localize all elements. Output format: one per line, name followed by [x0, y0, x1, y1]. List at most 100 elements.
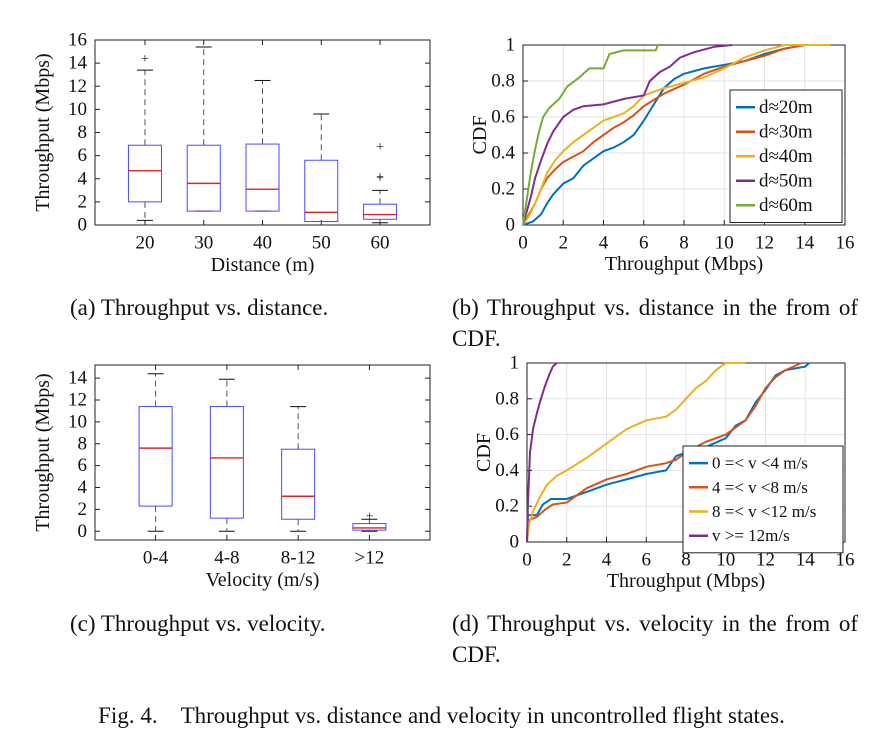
y-tick-label-c: 4: [78, 477, 88, 498]
y-tick-label-c: 2: [78, 499, 88, 520]
y-tick-label-d: 1: [510, 353, 520, 374]
legend-label-d-1: 4 =< v <8 m/s: [712, 478, 808, 497]
y-tick-label-a: 6: [78, 145, 88, 166]
x-tick-label-c: 4-8: [214, 548, 239, 569]
x-tick-label-c: 8-12: [281, 548, 316, 569]
box-a: [186, 144, 221, 212]
x-tick-label-b: 14: [795, 233, 815, 254]
x-tick-label-d: 8: [681, 550, 691, 571]
y-tick-label-a: 16: [68, 30, 87, 51]
subcaption-b: (b) Throughput vs. distance in the from …: [452, 295, 858, 351]
y-tick-label-a: 2: [78, 191, 88, 212]
x-tick-label-d: 16: [836, 550, 855, 571]
y-tick-label-d: 0.2: [495, 496, 519, 517]
box-a: [245, 143, 280, 212]
series-line-b-2: [522, 44, 831, 226]
x-axis-label-d: Throughput (Mbps): [607, 570, 765, 592]
x-tick-label-a: 60: [371, 233, 390, 254]
y-tick-label-c: 10: [68, 411, 87, 432]
x-tick-label-c: >12: [355, 548, 385, 569]
series-line-d-1: [526, 362, 802, 543]
y-axis-label-a: Throughput (Mbps): [32, 53, 54, 211]
subcaption-d: (d) Throughput vs. velocity in the from …: [452, 611, 858, 667]
y-tick-label-c: 6: [78, 455, 88, 476]
y-tick-label-a: 14: [68, 53, 88, 74]
y-tick-label-a: 4: [78, 168, 88, 189]
x-tick-label-d: 14: [796, 550, 816, 571]
legend-label-b-2: d≈40m: [759, 146, 813, 167]
x-tick-label-a: 50: [312, 233, 331, 254]
figure-caption: Fig. 4. Throughput vs. distance and velo…: [98, 703, 785, 728]
y-tick-label-c: 0: [78, 521, 88, 542]
x-tick-label-b: 12: [755, 233, 774, 254]
subcaption-a: (a) Throughput vs. distance.: [70, 295, 329, 320]
y-tick-label-a: 12: [68, 76, 87, 97]
x-tick-label-b: 2: [559, 233, 569, 254]
x-axis-label-c: Velocity (m/s): [206, 569, 320, 591]
y-tick-label-a: 0: [78, 215, 88, 236]
x-axis-label-b: Throughput (Mbps): [605, 253, 763, 275]
y-axis-label-b: CDF: [469, 116, 491, 155]
x-tick-label-b: 0: [518, 233, 528, 254]
y-tick-label-b: 0.4: [491, 143, 515, 164]
outlier-marker-a: +: [376, 140, 384, 155]
outlier-marker-c: +: [365, 510, 373, 525]
series-line-b-3: [522, 44, 733, 226]
outlier-marker-a: +: [141, 52, 149, 67]
y-tick-label-b: 1: [506, 35, 516, 56]
box-a: [363, 203, 398, 220]
series-line-d-3: [526, 362, 558, 543]
y-tick-label-c: 8: [78, 433, 88, 454]
legend-label-d-3: v >= 12m/s: [712, 526, 790, 545]
legend-label-b-1: d≈30m: [759, 121, 813, 142]
x-tick-label-a: 30: [194, 233, 213, 254]
y-tick-label-b: 0.2: [491, 179, 515, 200]
y-axis-label-d: CDF: [473, 433, 495, 472]
box-a: [127, 144, 162, 203]
series-line-b-1: [522, 44, 831, 226]
y-tick-label-d: 0.6: [495, 424, 519, 445]
x-tick-label-b: 16: [836, 233, 855, 254]
x-tick-label-d: 2: [562, 550, 572, 571]
series-line-b-4: [522, 44, 659, 226]
x-tick-label-b: 8: [679, 233, 689, 254]
box-c: [209, 406, 244, 519]
box-c: [138, 406, 173, 507]
x-tick-label-d: 6: [642, 550, 652, 571]
plot-frame-c: [94, 364, 431, 541]
y-tick-label-a: 8: [78, 122, 88, 143]
outlier-marker-a: +: [376, 170, 384, 185]
y-tick-label-d: 0.8: [495, 388, 519, 409]
legend-label-b-0: d≈20m: [759, 97, 813, 118]
x-tick-label-a: 20: [135, 233, 154, 254]
y-axis-label-c: Throughput (Mbps): [32, 373, 54, 531]
y-tick-label-d: 0.4: [495, 460, 519, 481]
x-tick-label-a: 40: [253, 233, 272, 254]
x-tick-label-d: 10: [716, 550, 735, 571]
x-tick-label-b: 10: [715, 233, 734, 254]
y-tick-label-c: 14: [68, 368, 88, 389]
x-tick-label-c: 0-4: [143, 548, 169, 569]
x-tick-label-b: 4: [599, 233, 609, 254]
x-tick-label-d: 4: [602, 550, 612, 571]
subcaption-c: (c) Throughput vs. velocity.: [70, 611, 326, 636]
x-axis-label-a: Distance (m): [211, 254, 315, 276]
x-tick-label-b: 6: [639, 233, 649, 254]
box-a: [304, 159, 339, 223]
y-tick-label-b: 0.8: [491, 71, 515, 92]
box-c: [281, 448, 316, 520]
x-tick-label-d: 12: [756, 550, 775, 571]
y-tick-label-b: 0.6: [491, 107, 515, 128]
series-line-d-2: [526, 362, 746, 543]
outlier-marker-a: +: [376, 171, 384, 186]
y-tick-label-c: 12: [68, 390, 87, 411]
x-tick-label-d: 0: [522, 550, 532, 571]
legend-label-b-4: d≈60m: [759, 195, 813, 216]
box-c: [352, 523, 387, 531]
legend-label-d-0: 0 =< v <4 m/s: [712, 454, 808, 473]
legend-box-d: [682, 445, 844, 554]
legend-label-b-3: d≈50m: [759, 170, 813, 191]
y-tick-label-d: 0: [510, 532, 520, 553]
y-tick-label-b: 0: [506, 215, 516, 236]
